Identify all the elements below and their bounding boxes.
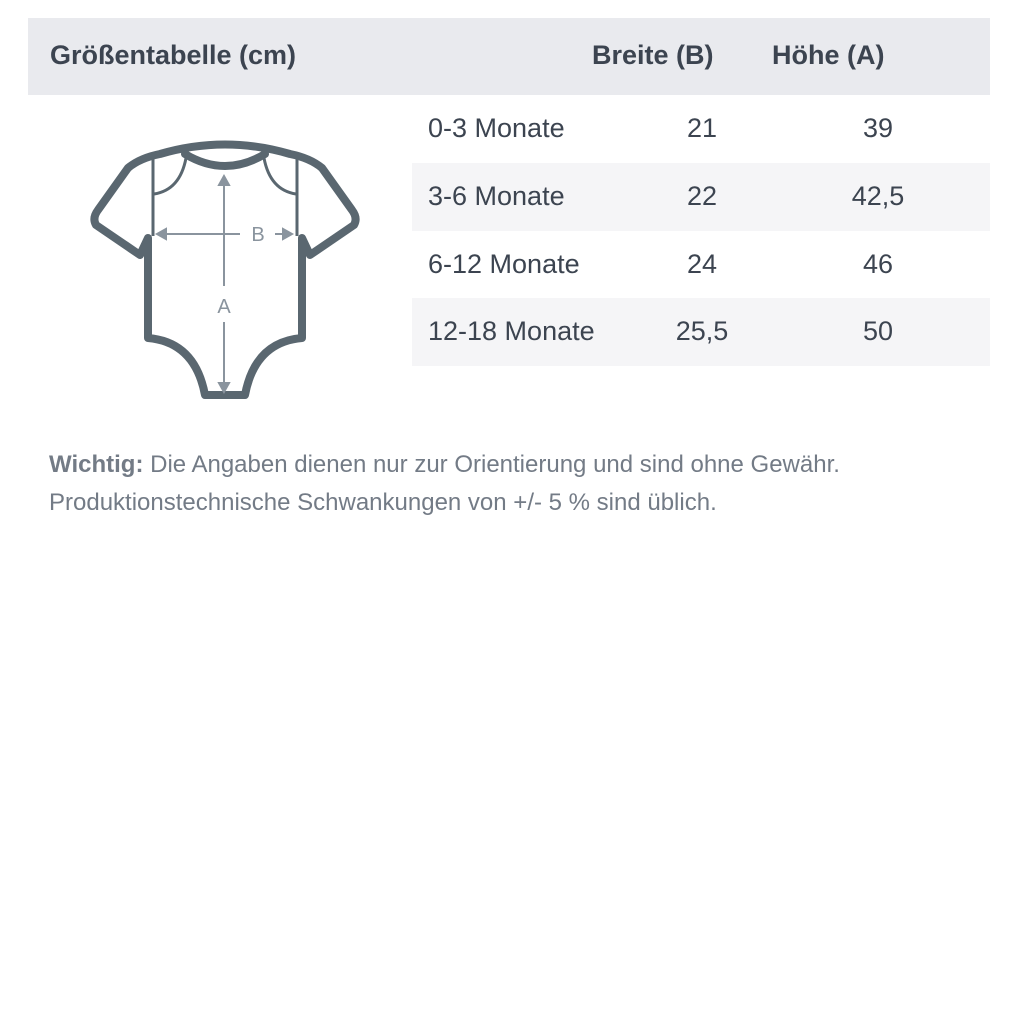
breite-cell: 22 bbox=[686, 181, 718, 211]
label-a: A bbox=[217, 296, 231, 318]
label-b: B bbox=[251, 224, 264, 246]
table-row: 6-12 Monate 24 46 bbox=[412, 231, 990, 299]
breite-cell: 25,5 bbox=[675, 316, 729, 346]
hoehe-cell: 46 bbox=[862, 249, 894, 279]
table-row: 0-3 Monate 21 39 bbox=[412, 95, 990, 163]
hoehe-cell: 50 bbox=[862, 316, 894, 346]
disclaimer-note: Wichtig: Die Angaben dienen nur zur Orie… bbox=[49, 446, 840, 522]
hoehe-cell: 39 bbox=[862, 113, 894, 143]
note-line-2: Produktionstechnische Schwankungen von +… bbox=[49, 489, 717, 516]
note-label: Wichtig: bbox=[49, 451, 144, 478]
table-title: Größentabelle (cm) bbox=[50, 40, 297, 70]
size-cell: 3-6 Monate bbox=[428, 181, 565, 211]
column-header-hoehe: Höhe (A) bbox=[772, 40, 885, 70]
table-header: Größentabelle (cm) Breite (B) Höhe (A) bbox=[28, 18, 990, 95]
hoehe-cell: 42,5 bbox=[851, 181, 905, 211]
table-row: 3-6 Monate 22 42,5 bbox=[412, 163, 990, 231]
table-row: 12-18 Monate 25,5 50 bbox=[412, 298, 990, 366]
size-cell: 12-18 Monate bbox=[428, 316, 595, 346]
size-cell: 0-3 Monate bbox=[428, 113, 565, 143]
column-header-breite: Breite (B) bbox=[592, 40, 714, 70]
size-cell: 6-12 Monate bbox=[428, 249, 580, 279]
breite-cell: 21 bbox=[686, 113, 718, 143]
breite-cell: 24 bbox=[686, 249, 718, 279]
note-line-1: Die Angaben dienen nur zur Orientierung … bbox=[143, 451, 840, 478]
bodysuit-diagram-icon: B A bbox=[90, 140, 360, 399]
